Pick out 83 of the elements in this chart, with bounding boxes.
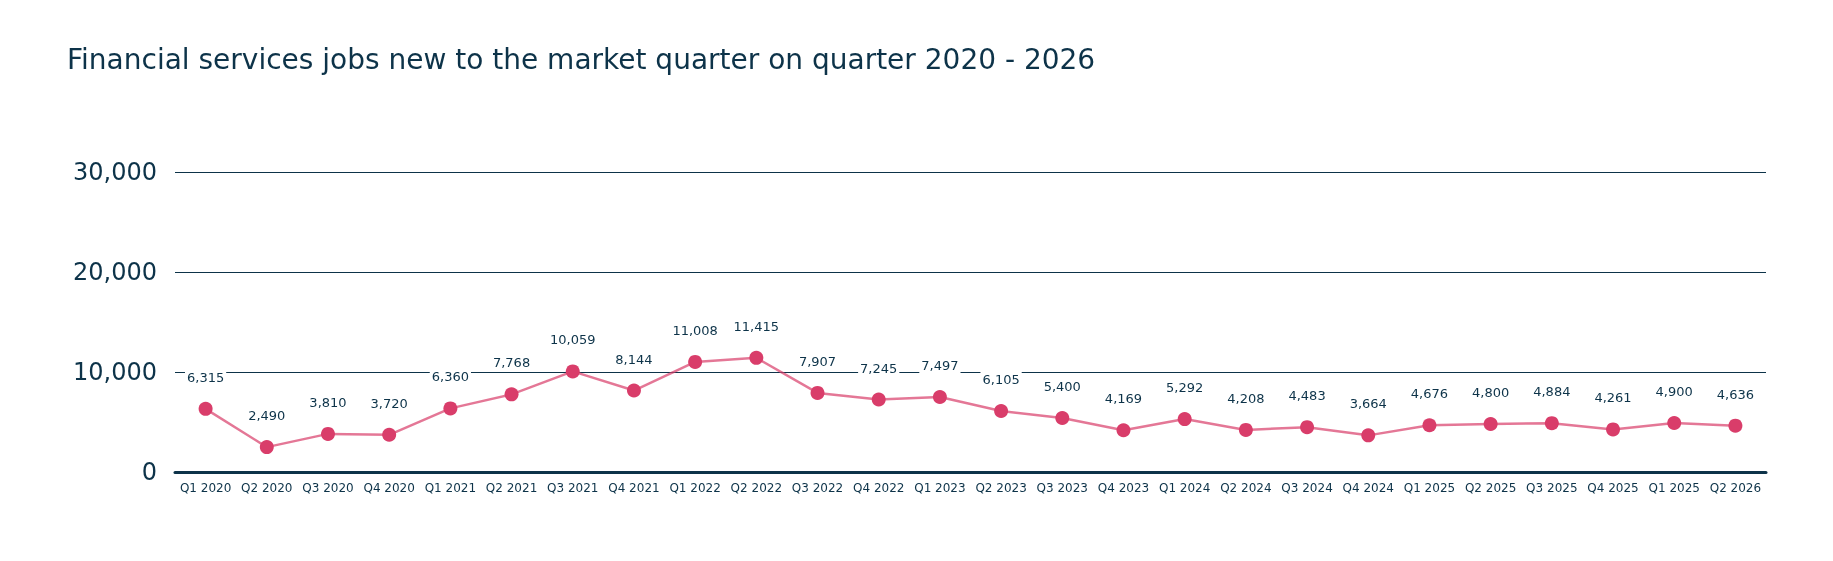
data-label: 4,636 xyxy=(1716,386,1755,402)
point xyxy=(259,440,274,455)
point xyxy=(321,426,335,441)
x-tick-label: Q1 2022 xyxy=(669,481,721,495)
x-tick-label: Q2 2026 xyxy=(1709,481,1762,495)
data-label: 6,315 xyxy=(186,369,225,385)
data-label: 11,008 xyxy=(672,322,718,338)
y-tick-label: 10,000 xyxy=(73,358,157,386)
point xyxy=(1667,416,1682,430)
x-tick-label: Q1 2023 xyxy=(914,481,966,495)
x-tick-label: Q1 2025 xyxy=(1648,481,1700,495)
y-tick-label: 20,000 xyxy=(73,258,157,286)
data-label: 5,400 xyxy=(1043,379,1081,394)
x-tick-label: Q2 2024 xyxy=(1220,481,1272,495)
x-tick-label: Q4 2024 xyxy=(1342,481,1394,495)
data-label: 4,208 xyxy=(1227,390,1265,406)
data-label: 4,800 xyxy=(1472,385,1510,400)
x-tick-label: Q2 2022 xyxy=(730,481,783,495)
x-tick-label: Q1 2021 xyxy=(424,481,477,495)
point xyxy=(1238,422,1253,437)
x-tick-label: Q4 2022 xyxy=(852,481,905,495)
data-label: 3,810 xyxy=(309,394,347,410)
point xyxy=(504,387,519,402)
data-label: 7,245 xyxy=(860,360,898,376)
x-tick-label: Q3 2024 xyxy=(1281,481,1333,495)
point xyxy=(1483,417,1498,431)
x-tick-label: Q3 2025 xyxy=(1526,481,1578,495)
x-tick-label: Q4 2020 xyxy=(363,481,415,495)
x-tick-label: Q2 2023 xyxy=(975,481,1027,495)
point xyxy=(1300,420,1315,435)
data-label: 3,664 xyxy=(1349,396,1387,412)
point xyxy=(1728,418,1743,433)
x-tick-label: Q4 2025 xyxy=(1587,481,1639,495)
x-tick-label: Q3 2020 xyxy=(302,481,354,495)
x-tick-label: Q3 2022 xyxy=(791,481,844,495)
point xyxy=(1422,418,1437,433)
data-label: 11,415 xyxy=(733,318,780,334)
data-label: 4,900 xyxy=(1655,384,1693,399)
point xyxy=(1055,411,1070,425)
point xyxy=(688,354,703,369)
point xyxy=(1544,416,1559,431)
x-tick-label: Q2 2020 xyxy=(241,481,293,495)
point xyxy=(1361,428,1376,443)
point xyxy=(932,390,947,405)
data-label: 6,360 xyxy=(431,369,469,385)
x-tick-label: Q1 2025 xyxy=(1403,481,1456,495)
x-tick-label: Q1 2020 xyxy=(179,481,232,495)
data-label: 10,059 xyxy=(550,332,596,348)
data-label: 4,483 xyxy=(1288,388,1326,404)
data-label: 6,105 xyxy=(982,371,1020,387)
x-tick-label: Q4 2021 xyxy=(608,481,660,495)
point xyxy=(749,350,764,365)
point xyxy=(871,392,886,407)
x-tick-label: Q2 2025 xyxy=(1464,481,1517,495)
data-label: 3,720 xyxy=(370,395,408,411)
data-label: 8,144 xyxy=(615,351,653,367)
data-label: 7,768 xyxy=(492,355,531,371)
point xyxy=(382,427,397,442)
data-label: 2,490 xyxy=(248,408,286,424)
point xyxy=(198,401,213,416)
chart-title: Financial services jobs new to the market quarter on quarter 2020 - 2026 xyxy=(67,42,1096,76)
data-label: 4,261 xyxy=(1594,390,1632,406)
point xyxy=(626,383,641,398)
data-label: 4,676 xyxy=(1410,386,1449,402)
y-tick-label: 0 xyxy=(141,458,157,486)
point xyxy=(994,403,1009,418)
point xyxy=(443,401,458,416)
point xyxy=(810,385,825,400)
y-tick-label: 30,000 xyxy=(73,158,157,186)
x-tick-label: Q1 2024 xyxy=(1158,481,1211,495)
x-tick-label: Q3 2023 xyxy=(1036,481,1089,495)
x-tick-label: Q2 2021 xyxy=(485,481,538,495)
point xyxy=(565,364,580,379)
data-label: 5,292 xyxy=(1166,380,1204,396)
data-label: 7,907 xyxy=(798,353,837,369)
x-tick-label: Q4 2023 xyxy=(1097,481,1150,495)
point xyxy=(1606,422,1621,437)
data-label: 4,169 xyxy=(1104,391,1143,407)
x-tick-label: Q3 2021 xyxy=(547,481,599,495)
data-label: 4,884 xyxy=(1533,384,1571,400)
data-label: 7,497 xyxy=(921,358,959,374)
point xyxy=(1116,423,1131,438)
point xyxy=(1177,412,1192,427)
